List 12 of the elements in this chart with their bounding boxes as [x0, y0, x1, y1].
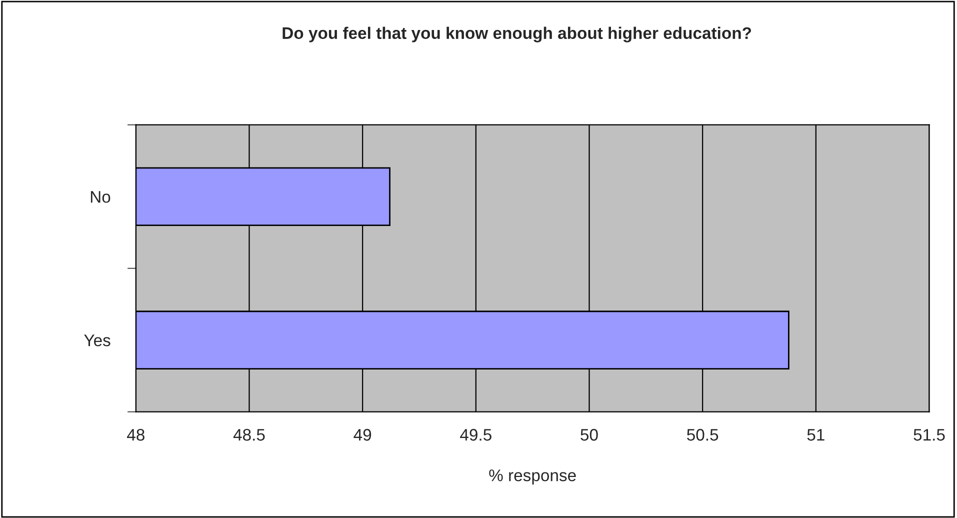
x-tick-label: 48.5 [233, 428, 265, 441]
x-tick-label: 48 [127, 428, 144, 441]
x-tick-label: 51 [807, 429, 824, 441]
x-tick-label: 51.5 [914, 429, 945, 441]
x-axis-title: % response [489, 470, 576, 485]
x-tick-label: 50 [580, 428, 598, 441]
x-tick-label: 49 [354, 428, 372, 441]
y-tick-label: Yes [84, 334, 110, 346]
x-tick-label: 49.5 [460, 428, 492, 441]
y-tick-label: No [90, 191, 110, 203]
chart-title: Do you feel that you know enough about higher education? [282, 26, 752, 42]
x-tick-label: 50.5 [687, 428, 718, 441]
